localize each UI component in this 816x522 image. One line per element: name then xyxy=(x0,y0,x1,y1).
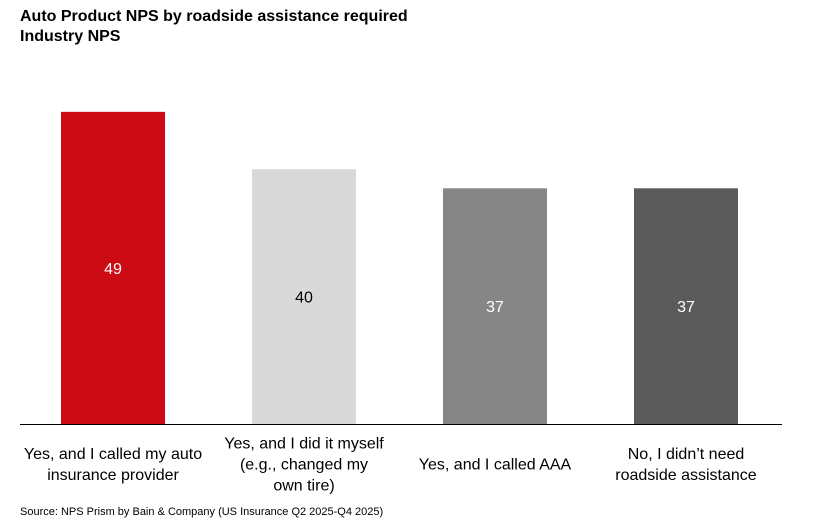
bar-value-label-3: 37 xyxy=(486,299,504,316)
source-note: Source: NPS Prism by Bain & Company (US … xyxy=(20,506,384,518)
x-tick-label-4: No, I didn’t need roadside assistance xyxy=(615,446,757,484)
x-tick-label-3: Yes, and I called AAA xyxy=(418,456,572,474)
bar-value-label-1: 49 xyxy=(104,261,122,278)
bar-value-label-2: 40 xyxy=(295,290,313,307)
bar-4 xyxy=(634,188,738,424)
x-tick-label-2: Yes, and I did it myself (e.g., changed … xyxy=(224,435,384,495)
bar-1 xyxy=(61,111,165,424)
chart-title: Auto Product NPS by roadside assistance … xyxy=(20,8,408,25)
bar-2 xyxy=(252,169,356,424)
bar-value-label-4: 37 xyxy=(677,299,695,316)
x-tick-label-1: Yes, and I called my auto insurance prov… xyxy=(23,446,203,484)
bar-3 xyxy=(443,188,547,424)
chart-subtitle: Industry NPS xyxy=(20,28,121,45)
